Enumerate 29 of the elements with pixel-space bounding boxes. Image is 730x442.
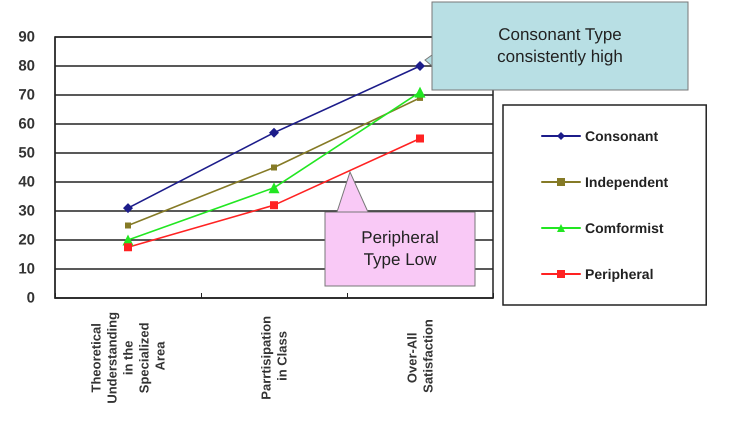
legend-label: Comformist bbox=[585, 220, 664, 236]
point bbox=[123, 203, 133, 214]
x-tick-label: Parrtisipation in Class bbox=[258, 312, 290, 400]
y-tick-label: 30 bbox=[18, 202, 35, 220]
y-tick-label: 50 bbox=[18, 144, 35, 162]
point bbox=[414, 86, 426, 98]
x-tick-label: Theoretical Understanding in the Specialized Area bbox=[88, 308, 168, 404]
y-tick-label: 0 bbox=[26, 290, 35, 306]
point bbox=[416, 134, 424, 142]
y-tick-label: 90 bbox=[18, 28, 35, 46]
y-tick-label: 10 bbox=[18, 260, 35, 278]
y-tick-label: 40 bbox=[18, 174, 35, 190]
legend-label: Independent bbox=[585, 174, 669, 190]
y-tick-label: 20 bbox=[18, 232, 35, 248]
y-tick-label: 70 bbox=[18, 86, 35, 104]
point bbox=[415, 61, 425, 71]
x-tick-label: Over-All Satisfaction bbox=[404, 319, 436, 393]
point bbox=[268, 182, 280, 194]
point bbox=[269, 128, 279, 138]
legend-label: Consonant bbox=[585, 128, 658, 144]
y-tick-label: 80 bbox=[18, 58, 35, 74]
point bbox=[125, 222, 131, 228]
point bbox=[124, 243, 132, 252]
annotation: Peripheral Type Low bbox=[360, 227, 440, 271]
legend-label: Peripheral bbox=[585, 266, 654, 282]
point bbox=[270, 201, 278, 210]
text: Consonant Type consistently high bbox=[496, 24, 624, 68]
point bbox=[271, 164, 277, 170]
y-tick-label: 60 bbox=[18, 116, 35, 132]
